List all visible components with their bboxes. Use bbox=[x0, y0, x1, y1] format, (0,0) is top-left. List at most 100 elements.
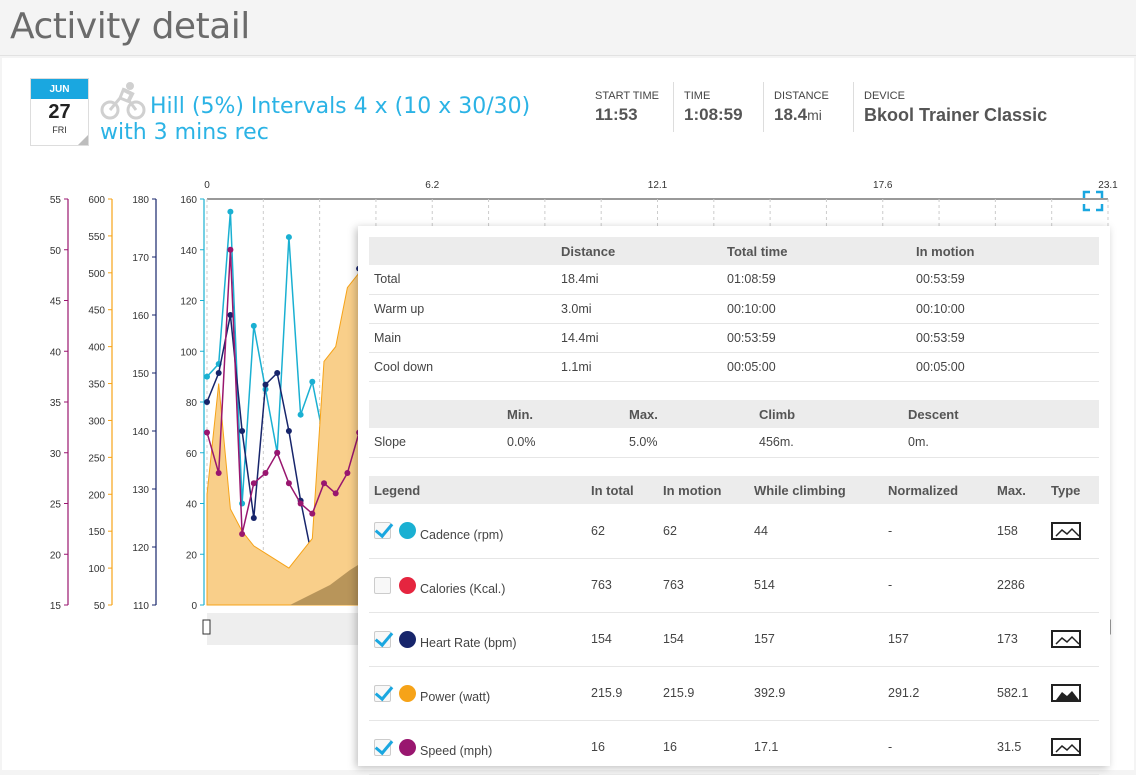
series-toggle-checkbox[interactable] bbox=[374, 630, 391, 648]
activity-title[interactable]: Hill (5%) Intervals 4 x (10 x 30/30) wit… bbox=[100, 94, 531, 145]
series-label: Calories (Kcal.) bbox=[420, 582, 506, 596]
stat-distance: DISTANCE 18.4mi bbox=[774, 90, 829, 124]
axis-tick-label: 25 bbox=[50, 500, 62, 511]
legend-value-cell: 291.2 bbox=[883, 666, 992, 721]
legend-header-row: Legend In total In motion While climbing… bbox=[369, 476, 1099, 504]
legend-value-cell: 44 bbox=[749, 504, 883, 559]
stat-device: DEVICE Bkool Trainer Classic bbox=[864, 90, 1048, 125]
series-point bbox=[204, 399, 210, 405]
axis-tick-label: 55 bbox=[50, 195, 62, 206]
series-color-swatch bbox=[399, 684, 416, 702]
series-color-swatch bbox=[399, 576, 416, 594]
series-toggle-checkbox[interactable] bbox=[374, 684, 391, 702]
series-point bbox=[239, 500, 246, 507]
fullscreen-icon[interactable] bbox=[1082, 190, 1104, 212]
legend-series-cell: Heart Rate (bpm) bbox=[369, 612, 586, 667]
legend-series-cell: Power (watt) bbox=[369, 666, 586, 721]
axis-tick-label: 170 bbox=[132, 253, 149, 264]
series-point bbox=[215, 370, 222, 376]
series-point bbox=[227, 246, 234, 253]
axis-tick-label: 110 bbox=[133, 601, 149, 612]
axis-tick-label: 130 bbox=[132, 485, 149, 496]
summary-cell: Main bbox=[369, 323, 556, 353]
axis-tick-label: 40 bbox=[50, 347, 62, 358]
summary-row: Main 14.4mi 00:53:59 00:53:59 bbox=[369, 323, 1099, 353]
summary-cell: 00:53:59 bbox=[722, 323, 911, 353]
series-point bbox=[250, 515, 257, 521]
cycling-icon bbox=[100, 82, 146, 120]
x-tick-label: 12.1 bbox=[648, 180, 668, 191]
axis-tick-label: 400 bbox=[88, 343, 105, 354]
legend-series-cell: Speed (mph) bbox=[369, 720, 586, 775]
series-label: Speed (mph) bbox=[420, 744, 493, 758]
summary-cell: 01:08:59 bbox=[722, 265, 911, 295]
axis-tick-label: 120 bbox=[132, 543, 149, 554]
series-point bbox=[262, 381, 269, 388]
line-chart-icon[interactable] bbox=[1051, 738, 1081, 756]
stat-divider bbox=[763, 82, 764, 132]
series-toggle-checkbox[interactable] bbox=[374, 576, 391, 594]
legend-type-cell bbox=[1046, 666, 1099, 721]
series-point bbox=[332, 490, 339, 497]
legend-type-cell bbox=[1046, 612, 1099, 667]
axis-tick-label: 600 bbox=[88, 195, 105, 206]
legend-value-cell: 514 bbox=[749, 558, 883, 613]
summary-table: Distance Total time In motion Total 18.4m… bbox=[369, 237, 1099, 382]
legend-value-cell: 17.1 bbox=[749, 720, 883, 775]
summary-cell: 3.0mi bbox=[556, 294, 722, 324]
summary-cell: 00:10:00 bbox=[911, 294, 1099, 324]
slope-cell: 0.0% bbox=[502, 428, 624, 458]
range-navigator bbox=[207, 613, 362, 645]
legend-value-cell: 16 bbox=[658, 720, 749, 775]
legend-type-cell bbox=[1046, 720, 1099, 775]
distance-unit: mi bbox=[807, 107, 822, 123]
summary-row: Cool down 1.1mi 00:05:00 00:05:00 bbox=[369, 352, 1099, 382]
series-color-swatch bbox=[399, 738, 416, 756]
line-chart-icon[interactable] bbox=[1051, 630, 1081, 648]
series-point bbox=[227, 312, 234, 318]
summary-cell: 18.4mi bbox=[556, 265, 722, 295]
slope-cell: 0m. bbox=[903, 428, 1099, 458]
series-point bbox=[215, 470, 222, 477]
area-chart-icon[interactable] bbox=[1051, 684, 1081, 702]
axis-tick-label: 60 bbox=[186, 449, 198, 460]
series-label: Cadence (rpm) bbox=[420, 527, 504, 542]
series-toggle-checkbox[interactable] bbox=[374, 738, 391, 756]
axis-tick-label: 500 bbox=[88, 269, 105, 280]
summary-cell: 14.4mi bbox=[556, 323, 722, 353]
summary-cell: 00:53:59 bbox=[911, 265, 1099, 295]
x-tick-label: 23.1 bbox=[1098, 180, 1118, 191]
date-badge: JUN 27 FRI bbox=[30, 78, 89, 146]
slope-header-row: Min. Max. Climb Descent bbox=[369, 400, 1099, 428]
series-point bbox=[227, 208, 234, 215]
stats-overlay-panel: Distance Total time In motion Total 18.4m… bbox=[358, 226, 1110, 775]
legend-row: Speed (mph) 16 16 17.1-31.5 bbox=[369, 720, 1099, 775]
legend-series-cell: Calories (Kcal.) bbox=[369, 558, 586, 613]
series-point bbox=[250, 480, 257, 487]
legend-value-cell: 215.9 bbox=[586, 666, 658, 721]
series-color-swatch bbox=[399, 522, 416, 540]
series-toggle-checkbox[interactable] bbox=[374, 522, 391, 540]
axis-tick-label: 160 bbox=[132, 311, 149, 322]
axis-tick-label: 250 bbox=[88, 453, 105, 464]
summary-cell: Warm up bbox=[369, 294, 556, 324]
legend-row: Cadence (rpm) 62 62 44-158 bbox=[369, 504, 1099, 559]
legend-value-cell: 62 bbox=[658, 504, 749, 559]
legend-value-cell: 157 bbox=[749, 612, 883, 667]
axis-tick-label: 50 bbox=[50, 246, 62, 257]
line-chart-icon[interactable] bbox=[1051, 521, 1081, 540]
x-tick-label: 17.6 bbox=[873, 180, 893, 191]
axis-tick-label: 140 bbox=[132, 427, 149, 438]
slope-cell: 456m. bbox=[754, 428, 903, 458]
series-point bbox=[239, 530, 246, 537]
summary-row: Warm up 3.0mi 00:10:00 00:10:00 bbox=[369, 294, 1099, 324]
axis-tick-label: 150 bbox=[88, 527, 105, 538]
summary-cell: Cool down bbox=[369, 352, 556, 382]
axis-tick-label: 35 bbox=[50, 398, 62, 409]
axis-tick-label: 30 bbox=[50, 449, 62, 460]
date-weekday: FRI bbox=[52, 125, 67, 135]
legend-value-cell: 16 bbox=[586, 720, 658, 775]
axis-tick-label: 150 bbox=[132, 369, 149, 380]
axis-tick-label: 140 bbox=[180, 246, 197, 257]
axis-tick-label: 550 bbox=[88, 232, 105, 243]
